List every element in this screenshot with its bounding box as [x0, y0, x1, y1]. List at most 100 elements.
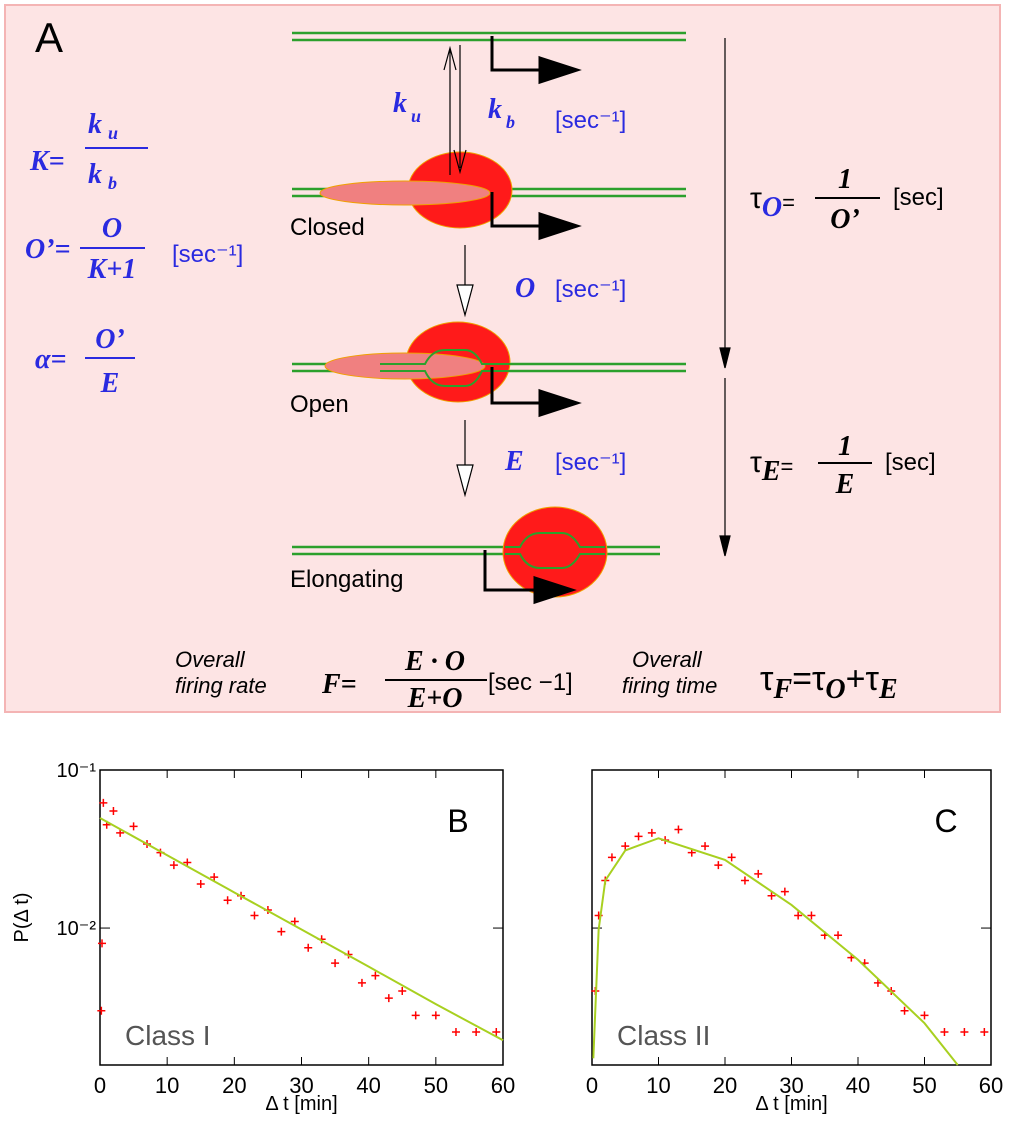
chart: 0 10 20 30 40 50 60 Δ t [min] C Class II: [586, 769, 1003, 1115]
unit: [sec⁻¹]: [555, 107, 626, 134]
eq-lhs: F=: [321, 669, 357, 700]
data-point: [920, 1011, 929, 1020]
x-tick-label: 60: [491, 1073, 515, 1098]
caption: Overall: [175, 647, 246, 672]
subscript: b: [108, 173, 117, 193]
data-point: [357, 978, 366, 987]
transition-arrows: [443, 38, 731, 557]
fit-line: [99, 817, 504, 1042]
eq-lhs: α=: [35, 344, 66, 375]
eq-den: E: [100, 368, 120, 399]
symbol: τ: [750, 446, 762, 479]
data-point: [431, 1011, 440, 1020]
eq-num: O: [102, 213, 122, 244]
x-tick-label: 30: [289, 1073, 313, 1098]
data-point: [607, 853, 616, 862]
data-point: [621, 842, 630, 851]
equals: =: [782, 190, 795, 215]
data-point: [331, 959, 340, 968]
x-tick-label: 10: [646, 1073, 670, 1098]
data-point: [472, 1027, 481, 1036]
data-point: [873, 978, 882, 987]
unit: [sec]: [893, 184, 944, 211]
subscript: F: [772, 674, 792, 705]
x-tick-label: 30: [779, 1073, 803, 1098]
data-point: [451, 1027, 460, 1036]
subscript: O: [825, 674, 845, 705]
eq-num: O’: [95, 324, 125, 355]
y-tick-label: 10⁻²: [57, 918, 97, 940]
data-point: [780, 887, 789, 896]
x-tick-label: 0: [586, 1073, 598, 1098]
data-point: [714, 861, 723, 870]
subscript: O: [762, 192, 782, 223]
x-tick-label: 60: [979, 1073, 1003, 1098]
data-point: [398, 986, 407, 995]
eq-num: E · O: [404, 646, 465, 677]
unit: [sec⁻¹]: [555, 276, 626, 303]
data-point: [900, 1006, 909, 1015]
class-label: Class II: [617, 1020, 710, 1051]
data-point: [834, 931, 843, 940]
eq-den: E+O: [407, 683, 463, 714]
x-tick-label: 40: [356, 1073, 380, 1098]
symbol: +τ: [846, 660, 880, 698]
data-point: [807, 911, 816, 920]
rate-e: E: [504, 446, 524, 477]
state-label: Elongating: [290, 566, 403, 593]
x-axis-label: Δ t [min]: [755, 1093, 827, 1115]
x-tick-label: 50: [424, 1073, 448, 1098]
panel-label: A: [35, 14, 63, 61]
unit: [sec⁻¹]: [555, 449, 626, 476]
subscript: b: [506, 112, 515, 132]
subscript: u: [411, 106, 421, 126]
equals: =: [781, 454, 794, 479]
data-point: [290, 917, 299, 926]
data-point: [794, 911, 803, 920]
symbol: k: [393, 88, 407, 119]
data-point: [98, 939, 107, 948]
state-label: Open: [290, 391, 349, 418]
data-point: [960, 1027, 969, 1036]
eq-lhs: K=: [29, 146, 65, 177]
subscript: u: [108, 123, 118, 143]
symbol: =τ: [792, 660, 826, 698]
eq-num: 1: [838, 164, 852, 195]
symbol: k: [88, 109, 102, 140]
eq-den: E: [835, 469, 855, 500]
data-point: [223, 896, 232, 905]
polymerase: [319, 151, 608, 598]
subscript: E: [878, 674, 898, 705]
data-point: [129, 822, 138, 831]
symbol: τ: [760, 660, 774, 698]
data-point: [304, 943, 313, 952]
eq-den: O’: [830, 204, 860, 235]
data-point: [727, 853, 736, 862]
y-axis-label: P(Δ t): [11, 892, 33, 942]
tau-o: τO=: [750, 182, 795, 223]
x-tick-label: 20: [222, 1073, 246, 1098]
data-point: [99, 798, 108, 807]
data-point: [674, 825, 683, 834]
data-point: [371, 971, 380, 980]
unit: [sec]: [885, 449, 936, 476]
data-point: [740, 876, 749, 885]
data-point: [384, 994, 393, 1003]
x-tick-label: 20: [713, 1073, 737, 1098]
data-point: [183, 858, 192, 867]
promoter-arrows: [483, 36, 582, 605]
eq-lhs: O’=: [25, 234, 71, 265]
panel-label: B: [447, 803, 468, 839]
y-tick-label: 10⁻¹: [57, 760, 97, 782]
data-point: [109, 807, 118, 816]
x-tick-label: 0: [94, 1073, 106, 1098]
eq-num: 1: [838, 431, 852, 462]
x-axis-label: Δ t [min]: [265, 1093, 337, 1115]
state-label: Closed: [290, 214, 365, 241]
symbol: τ: [750, 182, 762, 215]
rate-o: O: [515, 273, 535, 304]
data-point: [980, 1027, 989, 1036]
